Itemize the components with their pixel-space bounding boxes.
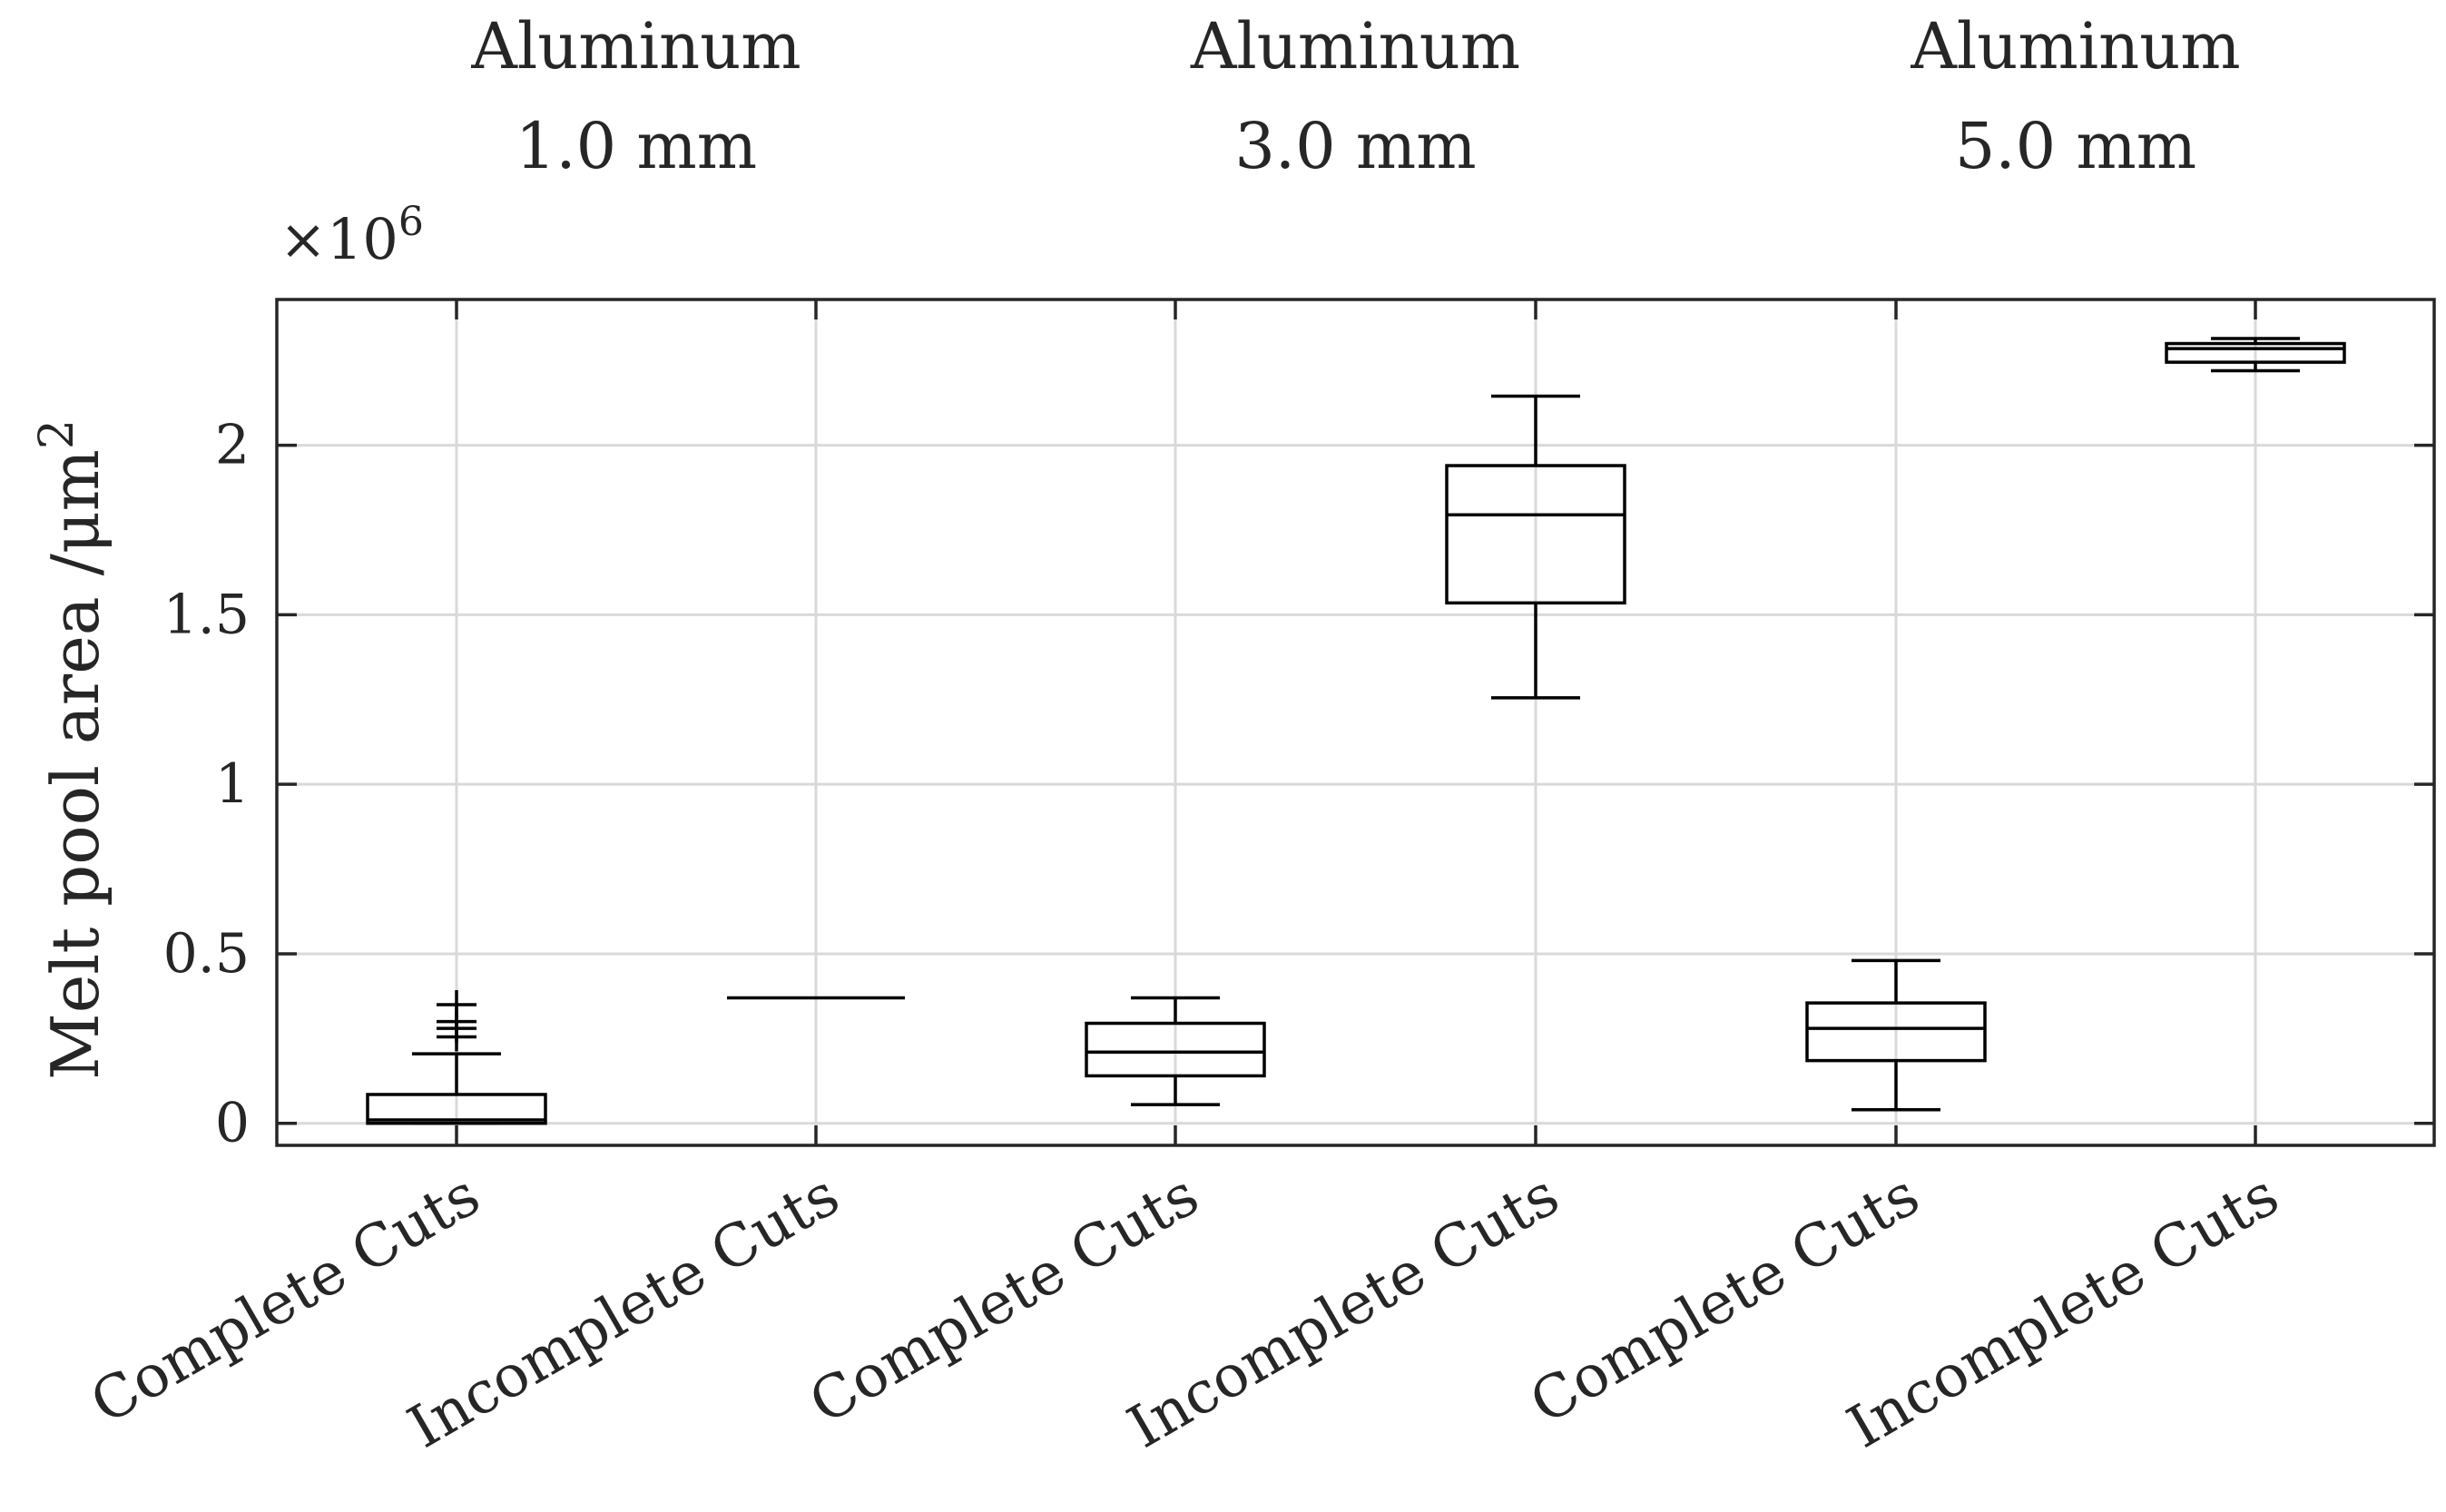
group-label-material: Aluminum <box>470 9 801 83</box>
group-label-thickness: 1.0 mm <box>516 109 757 183</box>
y-exponent-label: ×106 <box>280 199 424 272</box>
group-label-material: Aluminum <box>1190 9 1520 83</box>
plot-area-frame <box>275 298 2436 1147</box>
y-axis-title: Melt pool area /μm2 <box>30 419 113 1080</box>
y-tick-label: 2 <box>215 414 250 477</box>
group-label-thickness: 3.0 mm <box>1234 109 1476 183</box>
axis-ticks <box>277 299 2434 1145</box>
grid-lines <box>277 299 2434 1145</box>
y-tick-label: 1 <box>215 752 250 816</box>
group-label-material: Aluminum <box>1910 9 2240 83</box>
y-tick-label: 0 <box>215 1092 250 1155</box>
y-tick-label: 0.5 <box>163 922 250 986</box>
group-label-thickness: 5.0 mm <box>1955 109 2196 183</box>
box-plots <box>366 337 2346 1125</box>
y-tick-label: 1.5 <box>163 583 250 646</box>
